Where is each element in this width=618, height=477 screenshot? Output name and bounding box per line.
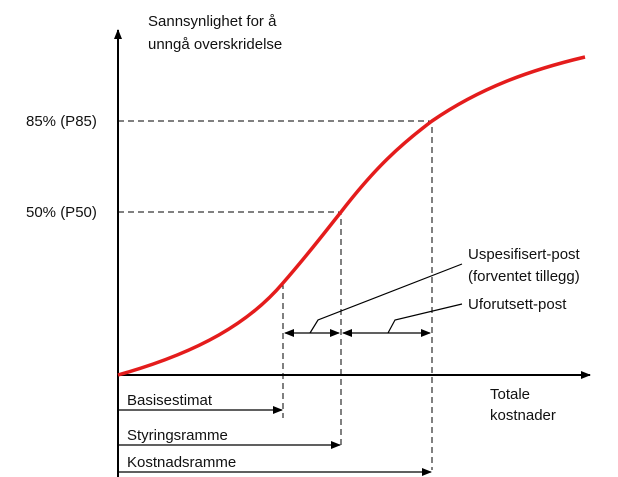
s-curve <box>117 55 586 377</box>
p85-guide <box>118 120 433 470</box>
y-axis-label: unngå overskridelse <box>148 36 282 53</box>
annotation: Uspesifisert-post <box>468 246 581 263</box>
range-label: Kostnadsramme <box>127 454 236 471</box>
y-axis-label: Sannsynlighet for å <box>148 13 277 30</box>
annotation: (forventet tillegg) <box>468 268 580 285</box>
range-label: Styringsramme <box>127 427 228 444</box>
annotation: Uforutsett-post <box>468 296 567 313</box>
range-label: Basisestimat <box>127 392 213 409</box>
level-label: 50% (P50) <box>26 204 97 221</box>
x-axis-label: kostnader <box>490 407 556 424</box>
contingency-leader <box>387 303 463 334</box>
unspecified-leader <box>309 263 463 334</box>
level-label: 85% (P85) <box>26 113 97 130</box>
x-axis-label: Totale <box>490 386 530 403</box>
